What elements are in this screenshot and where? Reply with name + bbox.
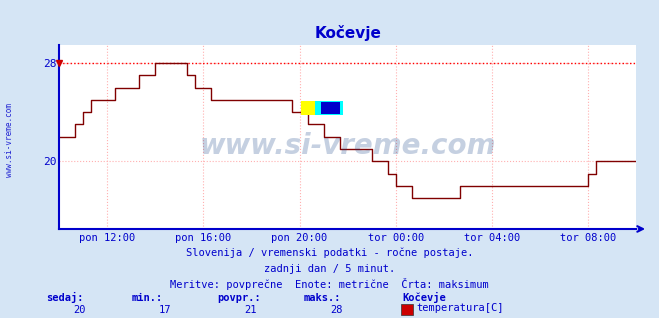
Text: www.si-vreme.com: www.si-vreme.com [5,103,14,177]
Text: Kočevje: Kočevje [402,292,445,302]
Text: sedaj:: sedaj: [46,292,84,302]
Text: 28: 28 [330,305,342,315]
Text: 20: 20 [73,305,85,315]
FancyBboxPatch shape [302,101,330,114]
Text: 17: 17 [159,305,171,315]
Text: maks.:: maks.: [303,293,341,302]
Text: min.:: min.: [132,293,163,302]
FancyBboxPatch shape [320,102,339,114]
Text: Slovenija / vremenski podatki - ročne postaje.: Slovenija / vremenski podatki - ročne po… [186,247,473,258]
Text: www.si-vreme.com: www.si-vreme.com [200,132,496,160]
FancyBboxPatch shape [316,101,343,114]
Text: temperatura[C]: temperatura[C] [416,303,504,313]
Title: Kočevje: Kočevje [314,24,381,41]
Text: zadnji dan / 5 minut.: zadnji dan / 5 minut. [264,264,395,274]
Text: 21: 21 [244,305,256,315]
Text: povpr.:: povpr.: [217,293,261,302]
Text: Meritve: povprečne  Enote: metrične  Črta: maksimum: Meritve: povprečne Enote: metrične Črta:… [170,278,489,290]
